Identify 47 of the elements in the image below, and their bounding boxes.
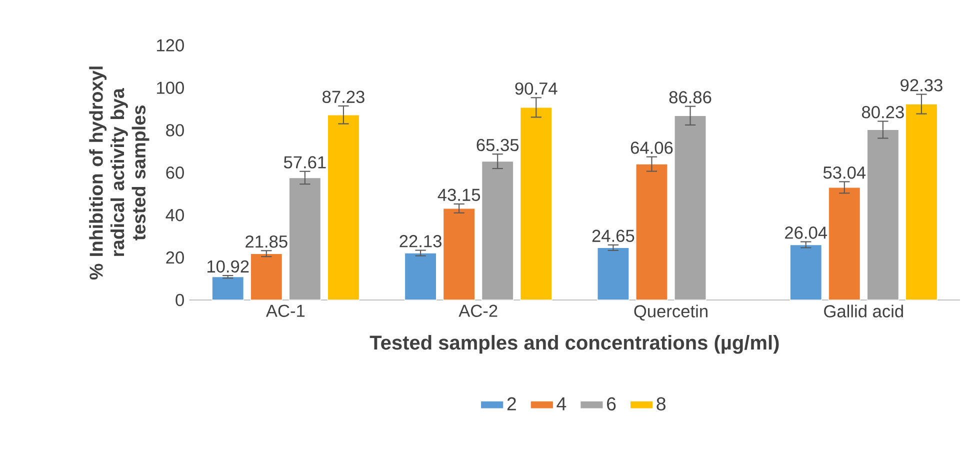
x-tick-label: Gallid acid [824,304,903,318]
bar [404,252,437,300]
y-tick-label: 120 [157,39,184,52]
bar [212,276,244,300]
data-label: 92.33 [900,79,942,92]
data-label: 24.65 [592,230,634,242]
y-axis-title: % Inhibition of hydroxyl radical activity bya tested samples [89,66,150,280]
bar [327,114,360,300]
y-tick-label: 80 [166,124,184,137]
bar [828,187,861,300]
data-label: 65.35 [476,139,519,152]
bar [905,104,938,300]
bar [674,115,706,300]
y-tick-label: 40 [166,209,184,222]
data-label: 26.04 [785,226,828,239]
data-label: 22.13 [400,235,442,248]
bar [520,107,552,300]
legend-label: 8 [656,397,666,411]
y-tick-label: 60 [166,166,184,179]
bar [442,208,476,300]
data-label: 64.06 [630,142,673,154]
bar [597,248,630,300]
legend-label: 6 [607,397,616,411]
x-tick-label: AC-1 [266,304,305,318]
y-tick-label: 100 [157,82,184,94]
data-label: 21.85 [246,236,288,248]
y-tick-label: 0 [176,294,184,306]
x-tick-label: Quercetin [634,304,708,321]
bar [250,253,283,300]
x-tick-label: AC-2 [458,304,498,318]
data-label: 10.92 [207,260,249,273]
data-label: 43.15 [438,188,480,202]
legend-label: 4 [556,398,566,410]
x-axis-title: Tested samples and concentrations (µg/ml) [370,335,779,354]
bar [636,164,668,300]
y-tick-label: 20 [166,252,184,264]
bar [288,178,322,300]
data-label: 80.23 [862,106,904,118]
bar [481,161,514,300]
data-label: 90.74 [515,82,558,95]
data-label: 87.23 [322,90,364,104]
legend-label: 2 [507,397,516,410]
data-label: 53.04 [823,166,866,179]
bar [790,244,822,300]
data-label: 86.86 [669,91,712,104]
bar [866,130,900,300]
data-label: 57.61 [284,156,326,169]
